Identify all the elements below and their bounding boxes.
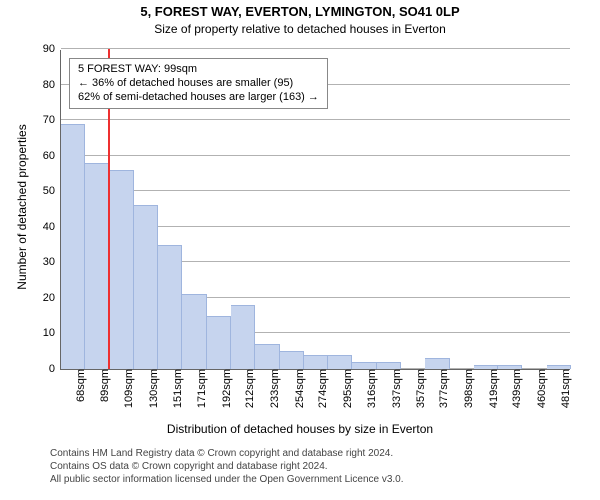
x-tick-label: 439sqm — [509, 369, 523, 408]
y-tick-label: 30 — [43, 256, 61, 268]
x-tick-label: 481sqm — [558, 369, 572, 408]
gridline — [61, 119, 570, 120]
histogram-bar — [231, 305, 255, 369]
annotation-line-3: 62% of semi-detached houses are larger (… — [78, 91, 319, 105]
gridline — [61, 190, 570, 191]
x-tick-label: 295sqm — [340, 369, 354, 408]
y-tick-label: 40 — [43, 221, 61, 233]
y-tick-label: 90 — [43, 43, 61, 55]
x-tick-label: 171sqm — [194, 369, 208, 408]
x-tick-label: 192sqm — [219, 369, 233, 408]
footer-line-2: Contains OS data © Crown copyright and d… — [50, 461, 328, 472]
histogram-bar — [280, 351, 304, 369]
x-tick-label: 357sqm — [413, 369, 427, 408]
y-tick-label: 60 — [43, 150, 61, 162]
y-tick-label: 70 — [43, 114, 61, 126]
x-tick-label: 377sqm — [436, 369, 450, 408]
footer-line-1: Contains HM Land Registry data © Crown c… — [50, 448, 393, 459]
histogram-bar — [158, 245, 182, 369]
histogram-bar — [255, 344, 279, 369]
histogram-bar — [61, 124, 85, 369]
x-tick-label: 89sqm — [97, 369, 111, 402]
annotation-line-2: ← 36% of detached houses are smaller (95… — [78, 77, 319, 91]
footer-line-3: All public sector information licensed u… — [50, 474, 404, 485]
plot-area: 010203040506070809068sqm89sqm109sqm130sq… — [60, 50, 570, 370]
y-axis-label: Number of detached properties — [15, 107, 29, 307]
chart-subtitle: Size of property relative to detached ho… — [0, 22, 600, 36]
chart-container: 5, FOREST WAY, EVERTON, LYMINGTON, SO41 … — [0, 0, 600, 500]
gridline — [61, 155, 570, 156]
x-tick-label: 398sqm — [461, 369, 475, 408]
x-tick-label: 316sqm — [364, 369, 378, 408]
histogram-bar — [352, 362, 376, 369]
x-tick-label: 337sqm — [389, 369, 403, 408]
x-tick-label: 130sqm — [146, 369, 160, 408]
x-tick-label: 68sqm — [73, 369, 87, 402]
y-tick-label: 0 — [49, 363, 61, 375]
x-tick-label: 460sqm — [534, 369, 548, 408]
x-tick-label: 212sqm — [242, 369, 256, 408]
histogram-bar — [182, 294, 206, 369]
y-tick-label: 20 — [43, 292, 61, 304]
gridline — [61, 48, 570, 49]
histogram-bar — [328, 355, 352, 369]
histogram-bar — [85, 163, 109, 369]
histogram-bar — [304, 355, 328, 369]
x-axis-label: Distribution of detached houses by size … — [0, 422, 600, 436]
chart-title: 5, FOREST WAY, EVERTON, LYMINGTON, SO41 … — [0, 4, 600, 19]
histogram-bar — [110, 170, 134, 369]
annotation-box: 5 FOREST WAY: 99sqm ← 36% of detached ho… — [69, 58, 328, 109]
x-tick-label: 151sqm — [170, 369, 184, 408]
histogram-bar — [134, 205, 158, 369]
x-tick-label: 109sqm — [121, 369, 135, 408]
x-tick-label: 419sqm — [486, 369, 500, 408]
y-tick-label: 10 — [43, 327, 61, 339]
y-tick-label: 50 — [43, 185, 61, 197]
histogram-bar — [425, 358, 449, 369]
x-tick-label: 274sqm — [315, 369, 329, 408]
y-tick-label: 80 — [43, 79, 61, 91]
x-tick-label: 254sqm — [292, 369, 306, 408]
annotation-line-1: 5 FOREST WAY: 99sqm — [78, 63, 319, 77]
histogram-bar — [207, 316, 231, 369]
x-tick-label: 233sqm — [267, 369, 281, 408]
histogram-bar — [377, 362, 401, 369]
